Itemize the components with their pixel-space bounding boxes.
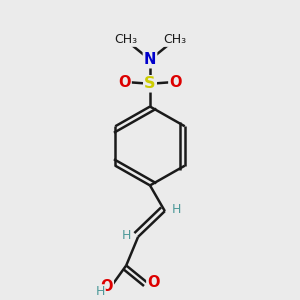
Text: N: N: [144, 52, 156, 67]
Text: H: H: [95, 285, 105, 298]
Text: O: O: [118, 75, 131, 90]
Text: O: O: [147, 275, 160, 290]
Text: O: O: [169, 75, 182, 90]
Text: CH₃: CH₃: [163, 33, 186, 46]
Text: H: H: [172, 203, 181, 216]
Text: H: H: [122, 229, 131, 242]
Text: S: S: [144, 76, 156, 91]
Text: O: O: [100, 279, 113, 294]
Text: CH₃: CH₃: [114, 33, 137, 46]
